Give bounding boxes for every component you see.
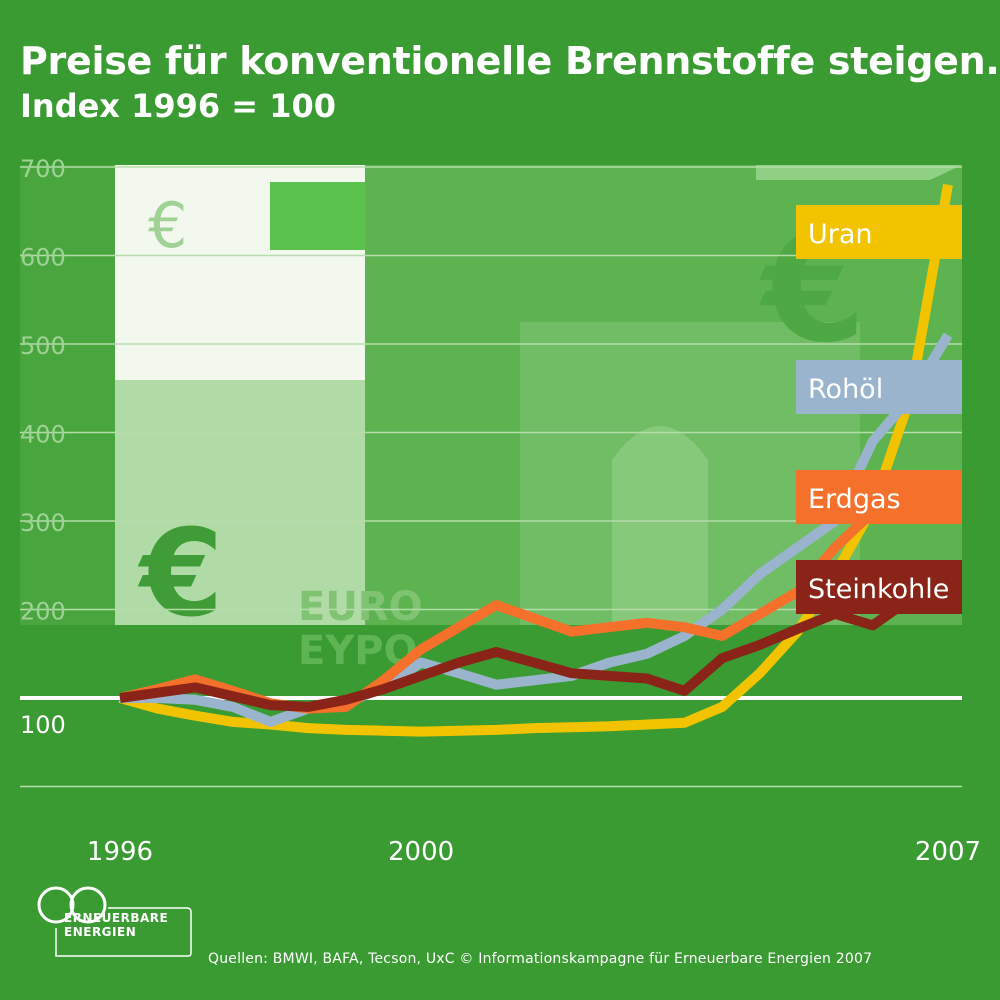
- source-note: Quellen: BMWI, BAFA, Tecson, UxC © Infor…: [208, 951, 873, 967]
- chart-title: Preise für konventionelle Brennstoffe st…: [20, 39, 1000, 83]
- y-tick-label: 100: [20, 711, 66, 739]
- y-tick-label: 600: [20, 244, 66, 272]
- legend-swatch: [796, 360, 962, 414]
- infinity-icon: [37, 886, 192, 957]
- y-tick-label: 500: [20, 332, 66, 360]
- x-tick-label: 2000: [388, 837, 454, 867]
- legend-item: Uran: [796, 205, 962, 259]
- series-line-roh-l: [120, 332, 953, 727]
- euro-symbol-large: €: [137, 505, 224, 644]
- legend-swatch: [796, 560, 962, 614]
- logo-line-1: ERNEUERBARE: [64, 911, 169, 925]
- y-tick-label: 300: [20, 509, 66, 537]
- legend-label: Rohöl: [808, 374, 883, 405]
- series-line-steinkohle: [119, 582, 950, 712]
- x-axis-tick-labels: 1996 2000 2007: [87, 837, 981, 867]
- banknote-euro-text: EURO: [298, 584, 423, 630]
- y-axis-tick-labels: 100 200 300 400 500 600 700: [20, 155, 66, 739]
- legend-item: Erdgas: [796, 470, 962, 524]
- legend-item: Rohöl: [796, 360, 962, 414]
- y-tick-label: 200: [20, 598, 66, 626]
- logo-line-2: ENERGIEN: [64, 925, 137, 939]
- banknote-panel-shade: [115, 380, 365, 625]
- legend-label: Erdgas: [808, 484, 901, 515]
- banknote-green-stripe: [270, 182, 365, 250]
- legend-label: Steinkohle: [808, 574, 949, 605]
- x-tick-label: 1996: [87, 837, 153, 867]
- x-tick-label: 2007: [915, 837, 981, 867]
- logo-erneuerbare-energien: ERNEUERBARE ENERGIEN: [34, 878, 194, 968]
- banknote-top-strip: [756, 165, 962, 180]
- y-tick-label: 400: [20, 421, 66, 449]
- chart-subtitle: Index 1996 = 100: [20, 87, 337, 125]
- legend-swatch: [796, 470, 962, 524]
- logo-text: ERNEUERBARE ENERGIEN: [64, 911, 168, 939]
- legend-swatch: [796, 205, 962, 259]
- banknote-arch: [612, 426, 708, 625]
- euro-symbol-small: €: [148, 189, 187, 262]
- legend-item: Steinkohle: [796, 560, 962, 614]
- legend-label: Uran: [808, 219, 873, 250]
- y-tick-label: 700: [20, 155, 66, 183]
- legend-labels: Uran Rohöl Erdgas Steinkohle: [796, 205, 962, 614]
